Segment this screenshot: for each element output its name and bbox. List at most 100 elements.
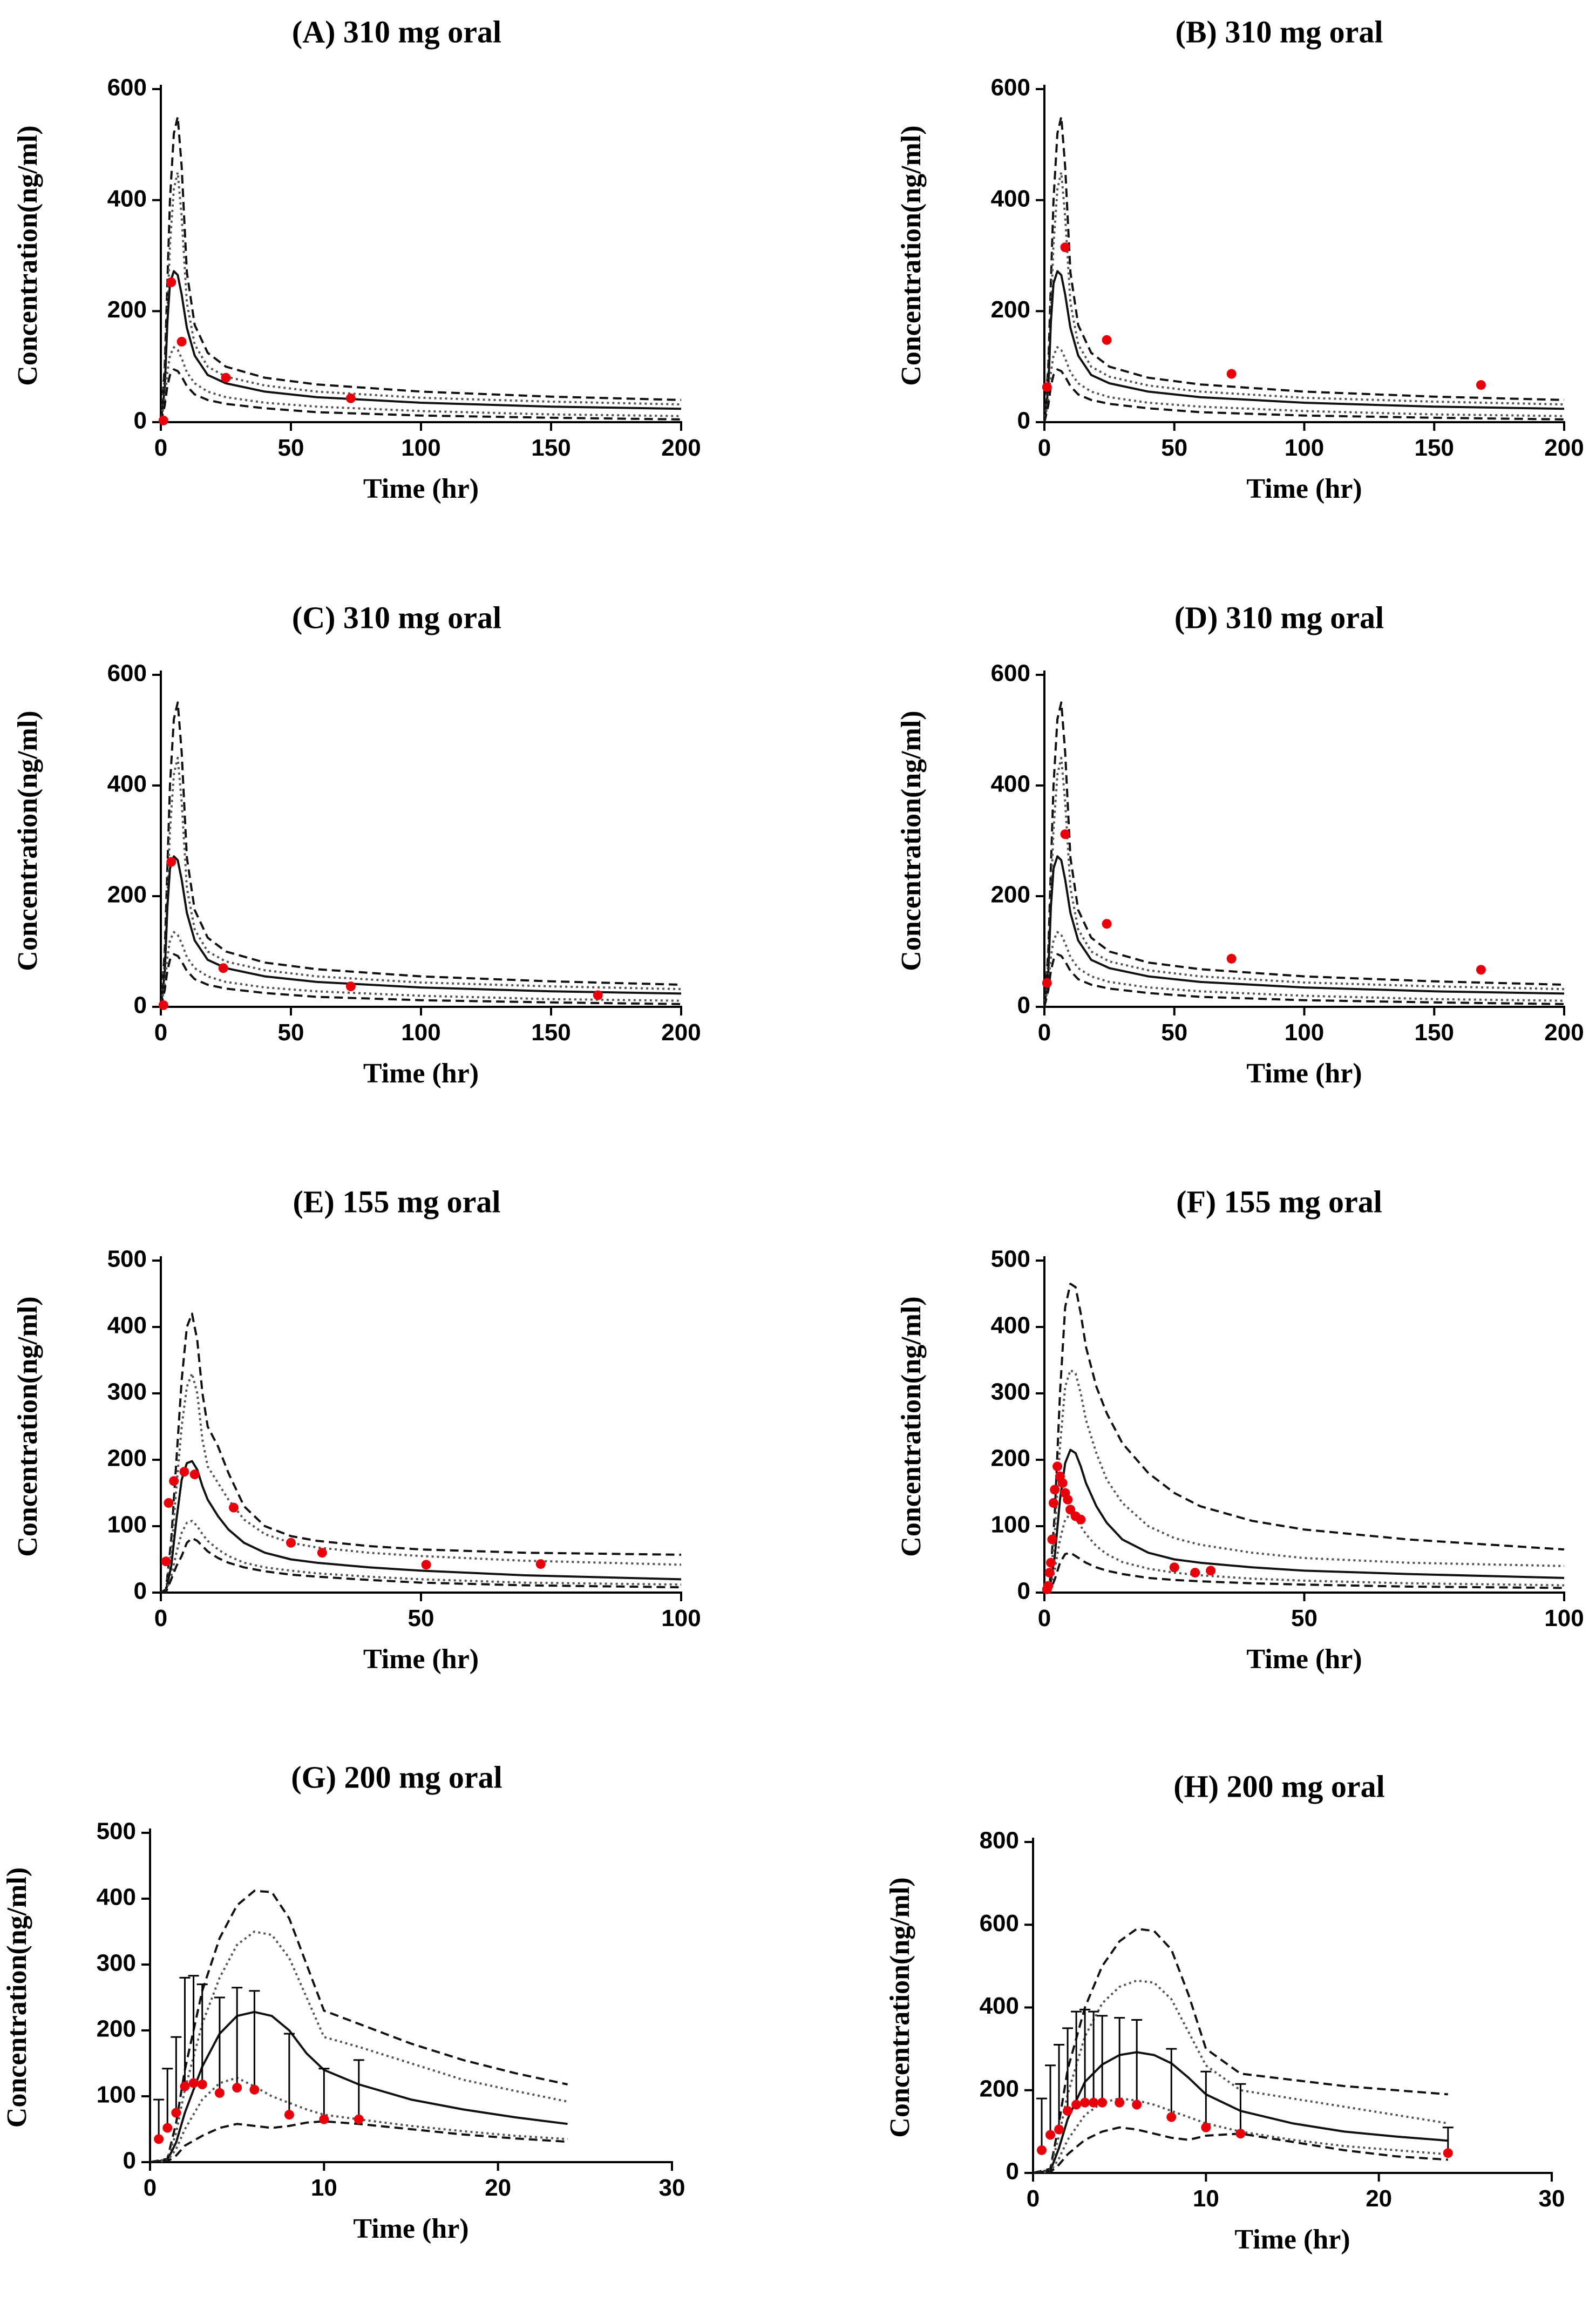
y-tick-label: 500	[107, 1246, 147, 1272]
y-tick-label: 0	[1006, 2158, 1019, 2185]
x-axis-label: Time (hr)	[363, 473, 479, 504]
observed-point	[189, 1469, 200, 1480]
x-tick-label: 150	[1415, 1019, 1454, 1046]
series-median	[160, 1460, 682, 1594]
series-lower-outer	[160, 953, 682, 1007]
y-tick-label: 300	[97, 1950, 136, 1976]
x-tick-label: 100	[1285, 1019, 1324, 1046]
observed-point	[1115, 2097, 1125, 2108]
y-axis-label: Concentration(ng/ml)	[12, 125, 43, 385]
observed-point	[1071, 2100, 1082, 2110]
observed-point	[345, 393, 356, 403]
x-tick-label: 50	[408, 1605, 434, 1631]
observed-point	[1089, 2097, 1099, 2108]
series-median	[1033, 2051, 1448, 2174]
y-axis-label: Concentration(ng/ml)	[12, 710, 43, 971]
observed-point	[158, 415, 168, 425]
observed-point	[1476, 965, 1486, 975]
observed-point	[1060, 829, 1070, 839]
observed-point	[249, 2084, 260, 2095]
observed-point	[1132, 2100, 1142, 2110]
y-tick-label: 500	[97, 1818, 136, 1845]
observed-point	[317, 1548, 327, 1558]
y-axis-label: Concentration(ng/ml)	[896, 710, 927, 971]
series-median	[160, 270, 682, 423]
x-tick-label: 0	[1038, 1019, 1051, 1046]
x-axis-label: Time (hr)	[363, 1644, 479, 1675]
observed-point	[345, 981, 356, 992]
x-tick-label: 10	[311, 2175, 337, 2201]
y-axis-label: Concentration(ng/ml)	[896, 125, 927, 385]
series-upper-outer	[160, 701, 682, 1007]
series-median	[1043, 855, 1565, 1007]
y-tick-label: 200	[107, 1445, 147, 1472]
observed-point	[161, 1556, 171, 1567]
observed-point	[1037, 2145, 1047, 2155]
observed-point	[1443, 2148, 1453, 2158]
x-axis-label: Time (hr)	[353, 2213, 468, 2244]
observed-point	[221, 373, 231, 383]
x-tick-label: 50	[278, 1019, 304, 1046]
y-tick-label: 800	[980, 1827, 1019, 1854]
series-lower-inner	[150, 2076, 568, 2163]
x-tick-label: 0	[154, 1605, 167, 1631]
panel-c: (C) 310 mg oral 0 200 400 600 0 50 100 150 200 Tim…	[12, 600, 701, 1089]
series-upper-inner	[1043, 756, 1565, 1007]
series-median	[160, 855, 682, 1007]
x-tick-label: 30	[659, 2175, 685, 2201]
observed-point	[169, 1476, 179, 1486]
observed-point	[1190, 1568, 1200, 1578]
observed-point	[176, 336, 187, 347]
y-tick-label: 0	[123, 2148, 136, 2174]
panel-e: (E) 155 mg oral 0 100 200 300 400 500 0 50 100 Tim…	[12, 1184, 701, 1675]
observed-point	[162, 2123, 173, 2133]
series-upper-outer	[160, 1312, 682, 1594]
y-tick-label: 400	[991, 1312, 1030, 1339]
observed-point	[1054, 2124, 1064, 2135]
observed-point	[1226, 953, 1237, 964]
y-tick-label: 600	[991, 75, 1030, 101]
series-upper-inner	[1043, 1369, 1565, 1594]
x-tick-label: 150	[1415, 435, 1454, 461]
x-axis-label: Time (hr)	[1234, 2224, 1350, 2255]
y-tick-label: 300	[991, 1379, 1030, 1405]
y-tick-label: 400	[107, 185, 147, 212]
x-axis-label: Time (hr)	[363, 1058, 479, 1089]
observed-point	[154, 2134, 164, 2144]
y-tick-label: 400	[980, 1993, 1019, 2019]
series-upper-inner	[150, 1931, 568, 2163]
series-upper-inner	[1043, 171, 1565, 423]
panel-title: (H) 200 mg oral	[1173, 1769, 1384, 1804]
observed-point	[1047, 1534, 1057, 1545]
observed-point	[286, 1538, 296, 1548]
y-tick-label: 400	[107, 771, 147, 797]
observed-point	[232, 2083, 242, 2093]
y-tick-label: 0	[1017, 408, 1030, 434]
series-upper-outer	[160, 116, 682, 423]
y-tick-label: 400	[991, 185, 1030, 212]
observed-point	[166, 277, 176, 287]
panel-title: (E) 155 mg oral	[293, 1184, 501, 1219]
x-tick-label: 100	[1285, 435, 1324, 461]
x-tick-label: 100	[401, 435, 440, 461]
observed-point	[1042, 978, 1052, 988]
y-tick-label: 400	[107, 1312, 147, 1339]
observed-point	[535, 1559, 546, 1569]
observed-point	[1060, 242, 1070, 253]
series-lower-inner	[160, 931, 682, 1007]
x-tick-label: 200	[1544, 1019, 1584, 1046]
x-tick-label: 100	[1544, 1605, 1584, 1631]
x-tick-label: 0	[154, 1019, 167, 1046]
y-tick-label: 0	[1017, 992, 1030, 1019]
observed-point	[1097, 2097, 1108, 2108]
observed-point	[197, 2080, 207, 2090]
x-tick-label: 100	[661, 1605, 701, 1631]
observed-point	[593, 990, 603, 1000]
panel-a: (A) 310 mg oral 0 200 400 600 0 50 100 150 200 Tim…	[12, 14, 701, 504]
observed-point	[1057, 1478, 1068, 1488]
x-tick-label: 200	[1544, 435, 1584, 461]
observed-point	[180, 2081, 190, 2091]
y-axis-label: Concentration(ng/ml)	[2, 1867, 32, 2128]
observed-point	[1476, 380, 1486, 390]
y-tick-label: 200	[991, 1445, 1030, 1472]
